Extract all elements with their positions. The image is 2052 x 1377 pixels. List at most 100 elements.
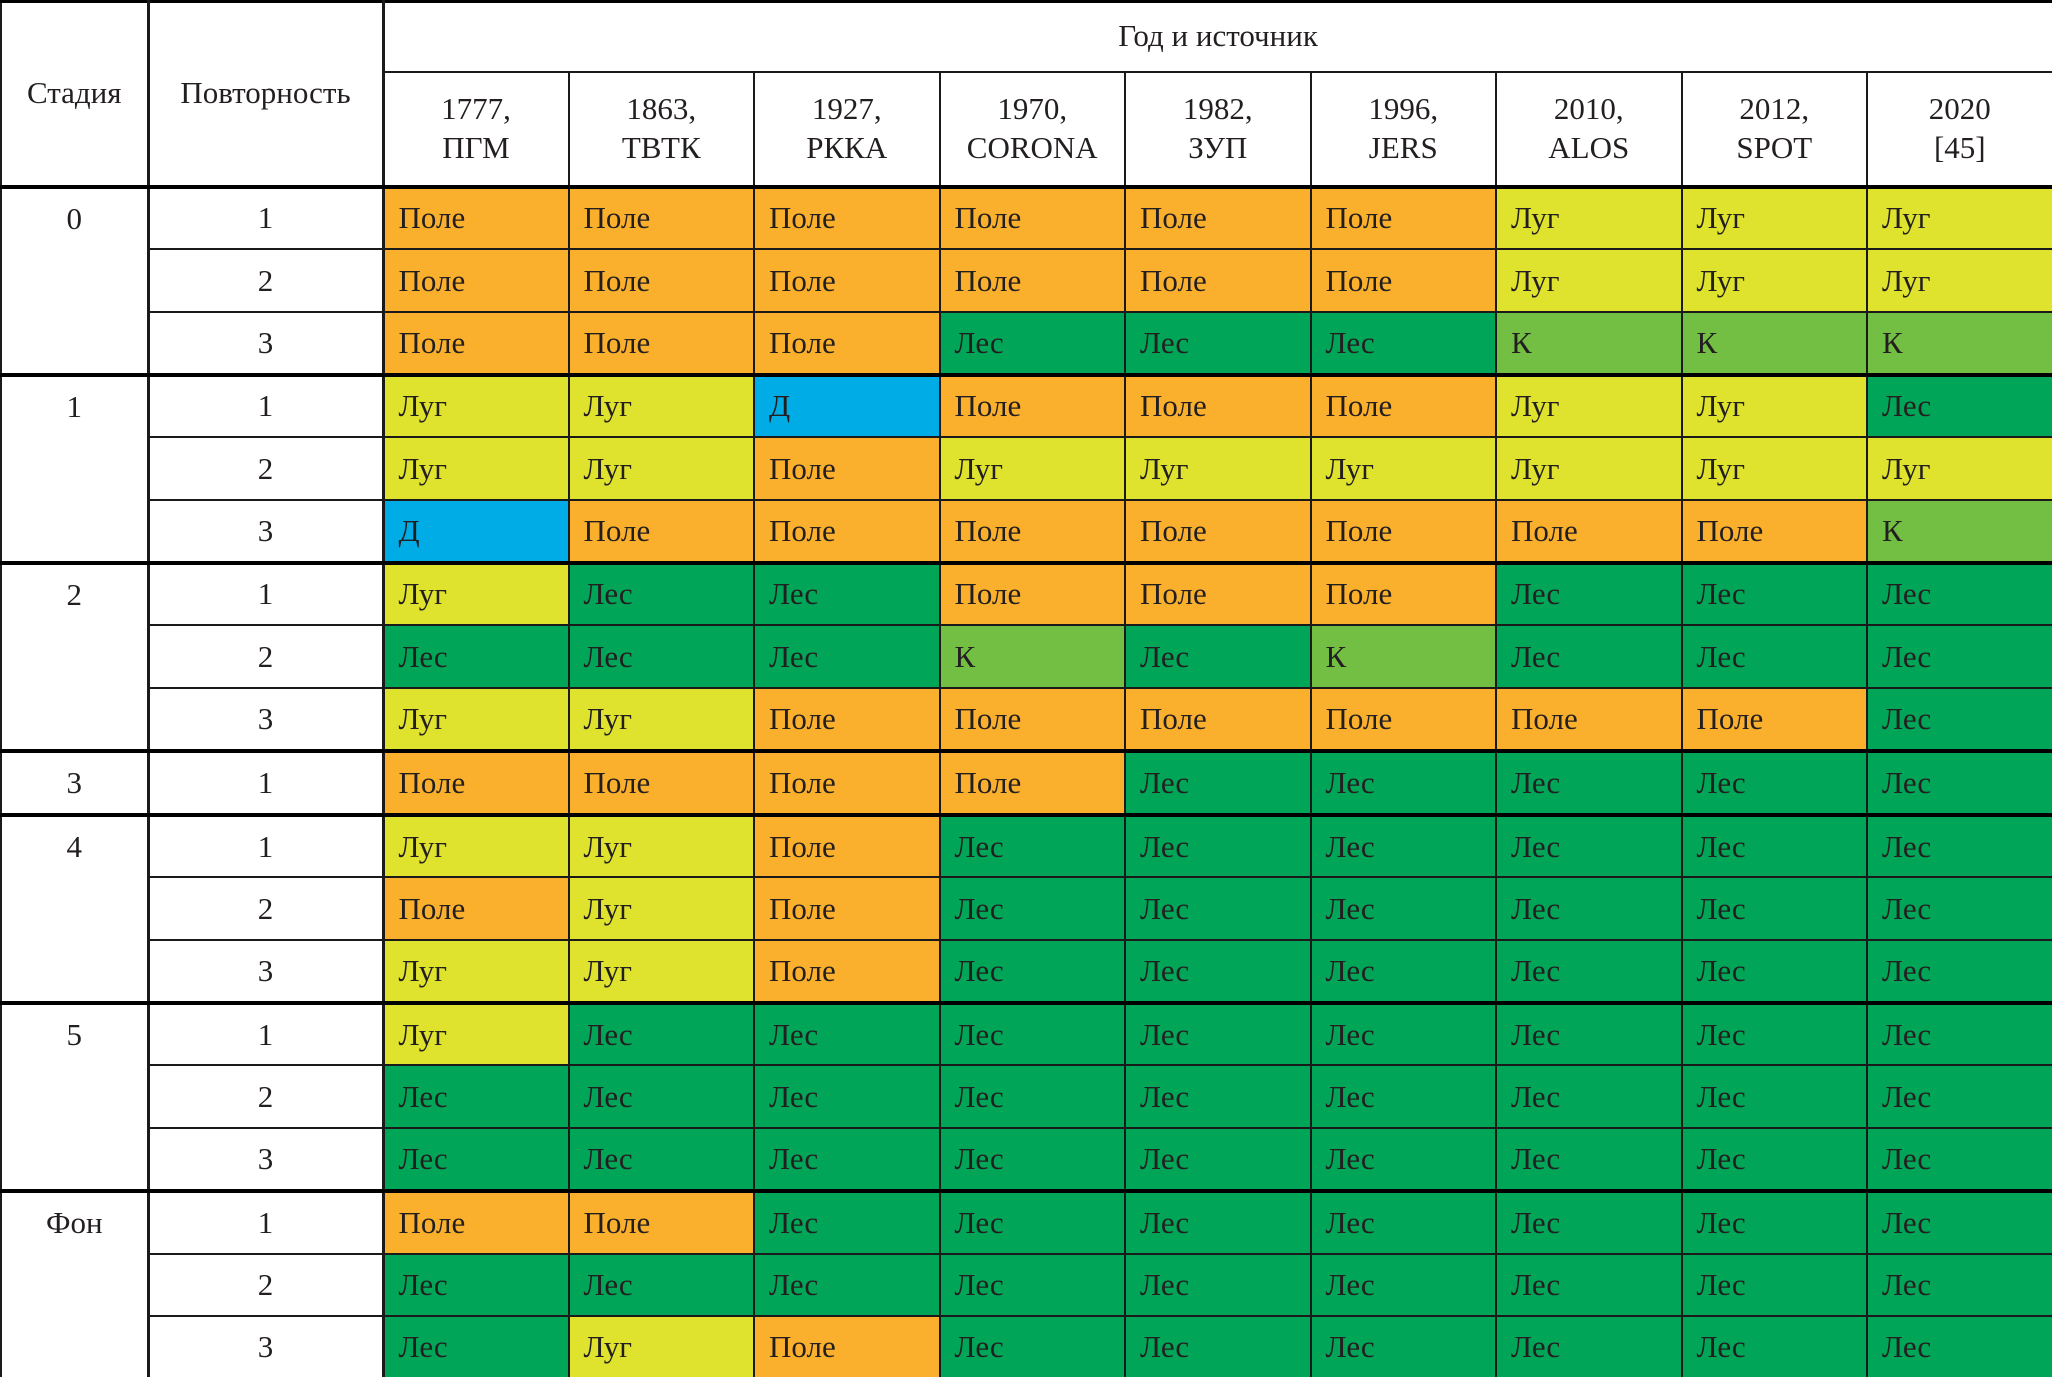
land-cover-cell: Лес — [938, 939, 1126, 1004]
repetition-cell: 3 — [147, 310, 385, 376]
land-cover-cell: Лес — [382, 1315, 570, 1377]
land-cover-cell: Поле — [382, 748, 570, 816]
land-cover-cell: Поле — [1124, 498, 1312, 564]
land-cover-cell: Поле — [1309, 185, 1497, 251]
land-cover-cell: Лес — [1680, 1188, 1868, 1255]
land-cover-cell: К — [1680, 310, 1868, 376]
source-line: ПГМ — [442, 129, 510, 165]
repetition-cell: 2 — [147, 624, 385, 689]
land-cover-cell: Лес — [1680, 1315, 1868, 1377]
repetition-cell: 3 — [147, 687, 385, 752]
repetition-cell: 1 — [147, 748, 385, 816]
land-cover-cell: Поле — [753, 812, 941, 879]
table-row: 3 Луг Луг Поле Лес Лес Лес Лес Лес Лес — [1, 939, 2052, 1004]
repetition-cell: 2 — [147, 436, 385, 501]
land-cover-cell: Поле — [1309, 248, 1497, 313]
land-cover-cell: Луг — [567, 372, 755, 439]
year-header-2010-alos: 2010, ALOS — [1495, 70, 1683, 189]
land-cover-cell: Лес — [1309, 1188, 1497, 1255]
source-line: SPOT — [1736, 129, 1813, 165]
land-cover-cell: Поле — [753, 687, 941, 752]
land-cover-cell: Лес — [1680, 624, 1868, 689]
year-line: 1996, — [1368, 90, 1439, 126]
land-cover-cell: Поле — [1309, 560, 1497, 627]
land-cover-cell: Лес — [1309, 1000, 1497, 1067]
land-cover-cell: Лес — [382, 624, 570, 689]
table-body: 0 1 Поле Поле Поле Поле Поле Поле Луг Луг Луг 2 Поле… — [0, 185, 2052, 1377]
land-cover-cell: Поле — [567, 1188, 755, 1255]
land-cover-cell: Луг — [1124, 436, 1312, 501]
land-cover-cell: Лес — [1309, 310, 1497, 376]
land-cover-cell: Лес — [753, 624, 941, 689]
land-cover-cell: Поле — [753, 185, 941, 251]
source-line: ЗУП — [1188, 129, 1248, 165]
repetition-cell: 2 — [147, 248, 385, 313]
table-row: 3 Луг Луг Поле Поле Поле Поле Поле Поле Лес — [1, 687, 2052, 752]
land-cover-cell: Поле — [382, 185, 570, 251]
land-cover-cell: Лес — [1124, 939, 1312, 1004]
land-cover-cell: Поле — [382, 248, 570, 313]
table-row: 0 1 Поле Поле Поле Поле Поле Поле Луг Луг Луг — [0, 185, 2052, 376]
year-source-group-header: Год и источник — [382, 0, 2052, 73]
land-cover-cell: Д — [753, 372, 941, 439]
land-cover-cell: Лес — [1866, 1064, 2052, 1130]
repetition-cell: 1 — [147, 812, 385, 879]
land-cover-cell: Лес — [938, 1000, 1126, 1067]
land-cover-cell: Поле — [753, 498, 941, 564]
land-cover-cell: Лес — [567, 624, 755, 689]
land-cover-cell: Лес — [1309, 748, 1497, 816]
land-cover-cell: Поле — [753, 1315, 941, 1377]
land-cover-cell: Поле — [753, 748, 941, 816]
land-cover-cell: Луг — [1680, 372, 1868, 439]
land-cover-cell: Лес — [1680, 1000, 1868, 1067]
land-cover-cell: Луг — [382, 939, 570, 1004]
land-cover-cell: Лес — [1495, 1315, 1683, 1377]
land-cover-cell: Поле — [1680, 498, 1868, 564]
land-cover-cell: Поле — [938, 687, 1126, 752]
land-cover-cell: Лес — [1495, 1127, 1683, 1192]
land-cover-cell: Лес — [1866, 748, 2052, 816]
year-header-2020-45: 2020 [45] — [1866, 70, 2052, 189]
land-cover-cell: Лес — [753, 560, 941, 627]
land-cover-cell: Лес — [1124, 1064, 1312, 1130]
land-cover-cell: Лес — [1866, 560, 2052, 627]
land-cover-cell: К — [1866, 498, 2052, 564]
stage-cell: 2 — [0, 560, 150, 752]
repetition-cell: 2 — [147, 1064, 385, 1130]
year-header-1777-pgm: 1777, ПГМ — [382, 70, 570, 189]
year-line: 1777, — [441, 90, 511, 126]
table-row: 5 1 Луг Лес Лес Лес Лес Лес Лес Лес Лес — [0, 1000, 2052, 1192]
land-cover-cell: Поле — [1124, 248, 1312, 313]
land-cover-cell: Поле — [1124, 372, 1312, 439]
land-cover-cell: Лес — [1866, 1252, 2052, 1318]
land-cover-cell: К — [1495, 310, 1683, 376]
repetition-cell: 3 — [147, 939, 385, 1004]
repetition-cell: 3 — [147, 1127, 385, 1192]
year-line: 1927, — [811, 90, 882, 126]
land-cover-cell: Луг — [1680, 436, 1868, 501]
header-row-years: 1777, ПГМ 1863, ТВТК 1927, РККА 1970, CORONA… — [1, 70, 2052, 189]
land-cover-cell: Луг — [382, 560, 570, 627]
land-cover-cell: Лес — [1680, 560, 1868, 627]
land-cover-cell: Поле — [753, 248, 941, 313]
land-cover-cell: Лес — [938, 1064, 1126, 1130]
stage-cell: 0 — [0, 185, 150, 376]
land-cover-cell: Лес — [1495, 1188, 1683, 1255]
land-cover-cell: Поле — [1495, 498, 1683, 564]
land-cover-cell: Лес — [1124, 1127, 1312, 1192]
table-row: 2 Лес Лес Лес К Лес К Лес Лес Лес — [1, 624, 2052, 689]
repetition-cell: 2 — [147, 1252, 385, 1318]
land-cover-cell: Лес — [1680, 1127, 1868, 1192]
year-line: 1863, — [626, 90, 697, 126]
year-line: 2010, — [1553, 90, 1624, 126]
land-cover-cell: Лес — [1124, 812, 1312, 879]
land-cover-cell: Лес — [382, 1127, 570, 1192]
table-header: Стадия Повторность Год и источник 1777, П… — [0, 0, 2052, 189]
land-cover-cell: К — [1866, 310, 2052, 376]
land-cover-cell: Поле — [1124, 185, 1312, 251]
land-cover-cell: Поле — [1309, 498, 1497, 564]
source-line: ТВТК — [621, 129, 701, 165]
source-line: РККА — [806, 129, 888, 165]
land-cover-cell: Лес — [1866, 939, 2052, 1004]
